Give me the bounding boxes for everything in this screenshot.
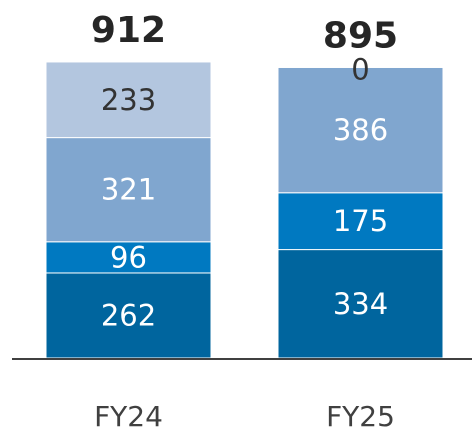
bar-segment [277, 249, 444, 359]
segment-label: 96 [110, 240, 147, 274]
bar-segment [45, 61, 212, 139]
segment-label: 262 [101, 298, 156, 332]
x-tick-label: FY25 [326, 400, 395, 433]
bar-segment [45, 272, 212, 359]
segment-label: 233 [101, 83, 156, 117]
segment-label: 386 [333, 113, 388, 147]
segment-label: 334 [333, 287, 388, 321]
segment-label: 175 [333, 204, 388, 238]
bar-segment [45, 241, 212, 274]
total-label: 895 [323, 15, 398, 56]
segment-label: 321 [101, 173, 156, 207]
segment-label: 0 [351, 52, 369, 86]
bar-segment [277, 192, 444, 251]
x-tick-label: FY24 [94, 400, 163, 433]
total-label: 912 [91, 10, 166, 51]
bar-segment [277, 66, 444, 194]
